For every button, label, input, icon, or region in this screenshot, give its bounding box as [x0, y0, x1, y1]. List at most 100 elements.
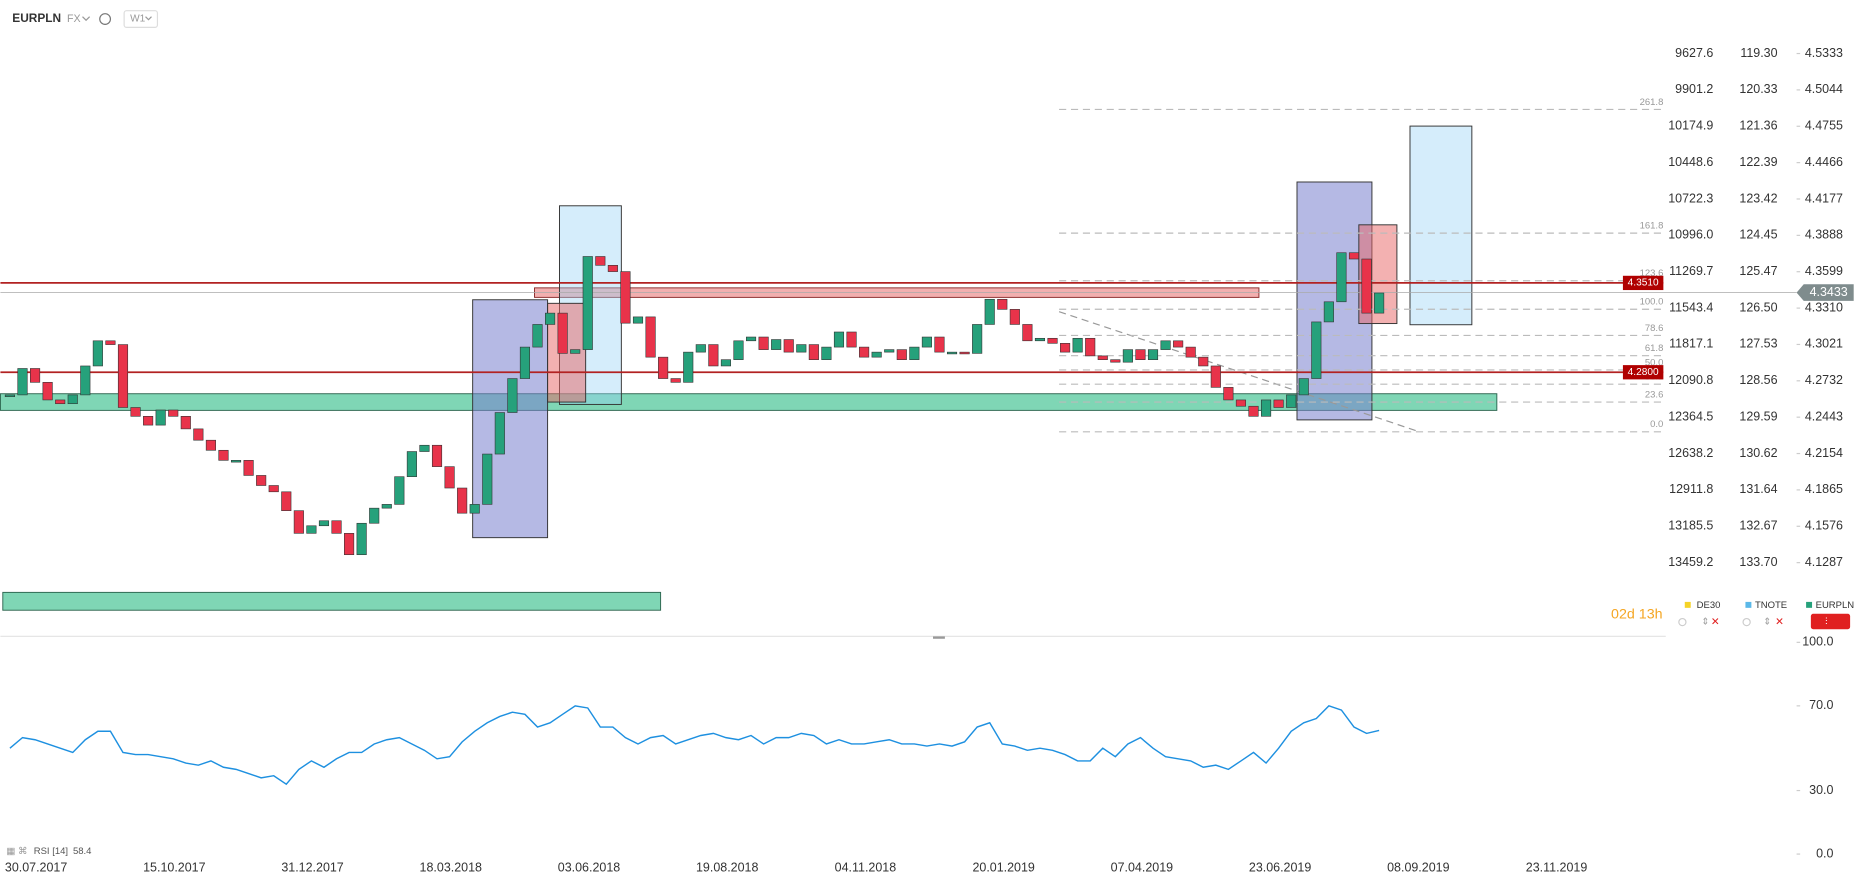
remove-icon[interactable]: ✕ — [1775, 616, 1784, 628]
y-tick-label: 4.3310 — [1805, 300, 1843, 314]
candle — [896, 349, 907, 360]
candle — [1223, 387, 1234, 401]
tnote-tick-label: 120.33 — [1739, 82, 1777, 96]
candle — [783, 339, 794, 353]
candle — [1034, 337, 1046, 342]
settings-icon[interactable]: ⫶ — [1825, 617, 1827, 628]
candle — [645, 316, 656, 358]
visibility-icon[interactable] — [1742, 617, 1751, 627]
support-zone[interactable] — [2, 591, 662, 611]
y-tick-label: 4.2443 — [1805, 409, 1843, 423]
x-tick-label: 04.11.2018 — [835, 861, 897, 875]
candle — [256, 475, 267, 486]
candle — [670, 378, 681, 383]
tnote-tick-label: 121.36 — [1739, 119, 1777, 133]
info-icon[interactable] — [99, 13, 112, 25]
move-icon[interactable]: ⇕ — [1701, 617, 1709, 628]
y-tick-label: 4.4177 — [1805, 191, 1843, 205]
x-tick-label: 23.06.2019 — [1249, 861, 1311, 875]
current-price-label: 4.3433 — [1810, 285, 1848, 299]
candle — [607, 265, 618, 272]
candle — [444, 466, 455, 489]
move-icon[interactable]: ⇕ — [1763, 617, 1771, 628]
candle — [1273, 399, 1284, 408]
legend-label[interactable]: DE30 — [1697, 600, 1721, 611]
candle — [884, 349, 895, 353]
visibility-icon[interactable] — [1678, 617, 1687, 627]
y-tick-label: 4.4466 — [1805, 155, 1843, 169]
candle — [1085, 337, 1096, 357]
candle — [42, 382, 53, 401]
trend-line[interactable] — [1058, 311, 1417, 432]
symbol[interactable]: EURPLN — [12, 11, 61, 25]
candle — [419, 444, 430, 452]
candle — [570, 349, 581, 354]
candle — [55, 399, 66, 405]
de30-tick-label: 12638.2 — [1668, 446, 1713, 460]
x-tick-label: 15.10.2017 — [143, 861, 205, 875]
support-zone[interactable] — [0, 393, 1498, 411]
candle — [1348, 252, 1360, 260]
indicator-icon[interactable]: ▦ ⌘ — [6, 846, 27, 857]
candle — [745, 336, 757, 342]
candle — [193, 428, 204, 441]
candle — [946, 351, 958, 355]
y-tick-label: 4.3599 — [1805, 264, 1843, 278]
candle — [457, 487, 468, 514]
candle — [1173, 340, 1184, 348]
current-price-tag — [1796, 284, 1854, 301]
candle — [972, 324, 983, 354]
candle — [1298, 378, 1309, 396]
y-tick-label: 4.3888 — [1805, 228, 1843, 242]
tnote-tick-label: 130.62 — [1739, 446, 1777, 460]
candle — [1022, 324, 1033, 342]
fib-label: 123.6 — [1640, 268, 1664, 279]
candle — [808, 344, 819, 360]
fib-label: 161.8 — [1640, 221, 1664, 232]
candle — [30, 368, 41, 383]
de30-tick-label: 13185.5 — [1668, 519, 1713, 533]
dropdown-arrow[interactable] — [82, 16, 91, 22]
de30-tick-label: 9627.6 — [1675, 46, 1713, 60]
candle — [205, 439, 216, 451]
legend-label[interactable]: EURPLN — [1816, 600, 1855, 611]
legend-swatch — [1684, 601, 1691, 608]
price-tag — [1622, 275, 1664, 291]
candle — [331, 520, 342, 534]
candle — [494, 412, 505, 455]
candle — [1235, 399, 1246, 407]
remove-icon[interactable]: ✕ — [1711, 616, 1720, 628]
y-tick-label: 4.5044 — [1805, 82, 1843, 96]
de30-tick-label: 10448.6 — [1668, 155, 1713, 169]
candle — [683, 351, 694, 383]
target-box[interactable] — [1409, 125, 1473, 326]
candle — [1261, 399, 1272, 417]
y-tick-label: 4.1287 — [1805, 555, 1843, 569]
candle — [105, 340, 116, 345]
tnote-tick-label: 133.70 — [1739, 555, 1777, 569]
candle — [394, 476, 405, 505]
candle — [381, 504, 392, 509]
candle — [1248, 405, 1259, 417]
price-tag-label: 4.2800 — [1628, 367, 1659, 378]
candle — [557, 312, 568, 354]
legend-label[interactable]: TNOTE — [1755, 600, 1787, 611]
candle — [92, 340, 103, 367]
interval[interactable]: W1 — [130, 14, 146, 25]
candle — [67, 394, 78, 405]
indicator-value: 58.4 — [73, 846, 91, 857]
settings-button[interactable] — [1810, 613, 1851, 630]
indicator-name[interactable]: RSI [14] — [34, 846, 68, 857]
fib-label: 78.6 — [1645, 323, 1664, 334]
tnote-tick-label: 131.64 — [1739, 482, 1777, 496]
y-tick-label: 30.0 — [1809, 783, 1833, 797]
tnote-tick-label: 127.53 — [1739, 337, 1777, 351]
candle — [180, 416, 191, 430]
candle — [733, 340, 744, 360]
x-tick-label: 30.07.2017 — [5, 861, 67, 875]
interval-box[interactable] — [123, 10, 159, 28]
de30-tick-label: 10722.3 — [1668, 191, 1713, 205]
candle — [1286, 394, 1297, 408]
fib-label: 261.8 — [1640, 97, 1664, 108]
y-tick-label: 4.5333 — [1805, 46, 1843, 60]
